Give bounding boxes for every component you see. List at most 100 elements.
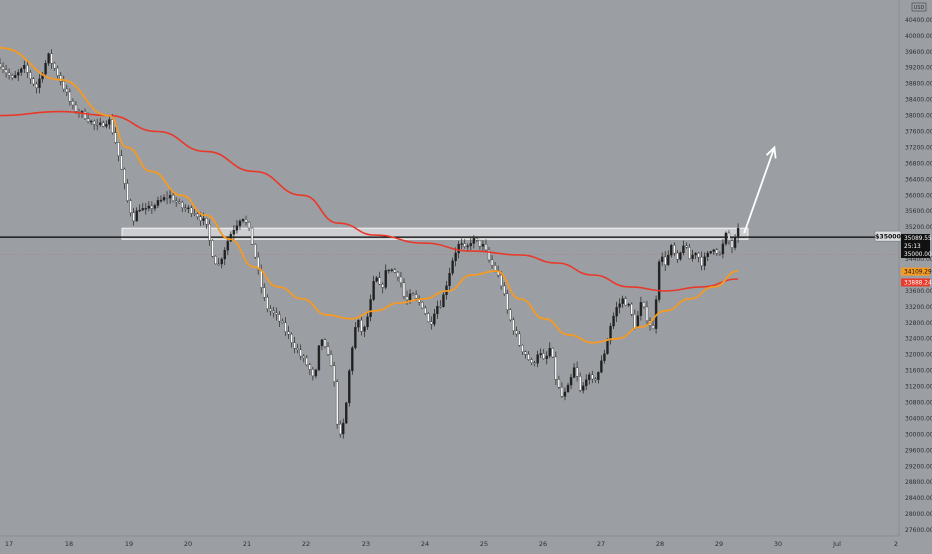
candle[interactable] xyxy=(174,197,178,207)
candle[interactable] xyxy=(524,350,527,359)
candle[interactable] xyxy=(47,52,50,66)
candle[interactable] xyxy=(670,243,673,258)
candle[interactable] xyxy=(56,65,59,79)
candle[interactable] xyxy=(323,338,327,349)
candle[interactable] xyxy=(417,295,421,306)
candle[interactable] xyxy=(193,208,196,217)
candle[interactable] xyxy=(281,318,284,324)
candle[interactable] xyxy=(673,242,676,257)
candle[interactable] xyxy=(442,291,445,308)
candle[interactable] xyxy=(150,201,154,214)
candle[interactable] xyxy=(627,302,630,308)
candle[interactable] xyxy=(411,292,415,296)
candle[interactable] xyxy=(53,61,56,71)
candle[interactable] xyxy=(178,198,181,204)
candle[interactable] xyxy=(299,344,302,360)
candle[interactable] xyxy=(335,379,339,429)
candle[interactable] xyxy=(44,60,47,76)
candle[interactable] xyxy=(338,420,342,438)
candle[interactable] xyxy=(624,296,627,306)
candle[interactable] xyxy=(59,72,62,86)
candle[interactable] xyxy=(372,275,375,302)
candle[interactable] xyxy=(23,60,26,73)
candle[interactable] xyxy=(363,325,366,338)
candle[interactable] xyxy=(575,361,579,382)
candle[interactable] xyxy=(685,242,688,249)
candle[interactable] xyxy=(730,237,734,254)
candle[interactable] xyxy=(651,320,655,330)
candle[interactable] xyxy=(65,84,69,97)
candle[interactable] xyxy=(387,269,390,274)
candle[interactable] xyxy=(588,372,591,385)
candle[interactable] xyxy=(503,282,506,297)
candle[interactable] xyxy=(533,361,536,367)
candle[interactable] xyxy=(609,323,612,345)
candle[interactable] xyxy=(305,355,308,367)
candle[interactable] xyxy=(618,298,621,314)
candle[interactable] xyxy=(135,207,138,222)
candle[interactable] xyxy=(241,218,245,224)
candle[interactable] xyxy=(603,349,606,364)
candle[interactable] xyxy=(68,88,72,106)
candle[interactable] xyxy=(621,295,624,308)
candle[interactable] xyxy=(208,219,211,247)
candle[interactable] xyxy=(184,204,187,212)
candle[interactable] xyxy=(20,67,23,76)
candle[interactable] xyxy=(211,239,214,258)
candle[interactable] xyxy=(284,317,287,337)
candle[interactable] xyxy=(256,252,260,275)
candle[interactable] xyxy=(393,267,397,274)
candle[interactable] xyxy=(29,69,32,84)
support-zone[interactable] xyxy=(121,227,749,240)
candle[interactable] xyxy=(518,331,521,347)
candle[interactable] xyxy=(581,382,585,394)
candle[interactable] xyxy=(26,59,29,79)
candle[interactable] xyxy=(263,283,266,302)
candle[interactable] xyxy=(664,251,667,271)
candle[interactable] xyxy=(436,300,439,319)
candle[interactable] xyxy=(472,235,476,249)
candle[interactable] xyxy=(402,278,406,300)
candle[interactable] xyxy=(314,368,318,379)
candle[interactable] xyxy=(181,200,184,213)
candle[interactable] xyxy=(712,248,716,255)
candle[interactable] xyxy=(269,305,272,316)
candle[interactable] xyxy=(530,357,533,366)
candle[interactable] xyxy=(244,215,248,226)
candle[interactable] xyxy=(38,74,41,94)
candle[interactable] xyxy=(460,238,463,250)
candle[interactable] xyxy=(667,250,670,267)
candle[interactable] xyxy=(229,231,233,243)
candle[interactable] xyxy=(566,382,570,393)
candle[interactable] xyxy=(165,191,169,205)
candle[interactable] xyxy=(506,289,509,314)
candle[interactable] xyxy=(381,282,384,294)
candle[interactable] xyxy=(351,345,354,375)
candle[interactable] xyxy=(345,401,348,424)
candle[interactable] xyxy=(332,361,336,387)
candle[interactable] xyxy=(168,189,172,204)
candle[interactable] xyxy=(99,117,102,127)
candle[interactable] xyxy=(475,237,479,243)
candle[interactable] xyxy=(153,203,157,212)
candle[interactable] xyxy=(642,301,646,309)
candle[interactable] xyxy=(645,300,649,325)
candle[interactable] xyxy=(217,257,220,266)
candle[interactable] xyxy=(542,349,545,361)
candle[interactable] xyxy=(308,362,312,376)
candle[interactable] xyxy=(235,220,239,234)
candle[interactable] xyxy=(250,227,254,246)
candle[interactable] xyxy=(639,296,643,321)
candle[interactable] xyxy=(360,315,363,336)
candle[interactable] xyxy=(688,243,691,260)
candle[interactable] xyxy=(293,336,296,354)
candle[interactable] xyxy=(378,271,381,286)
candle[interactable] xyxy=(159,195,163,203)
candle[interactable] xyxy=(311,366,315,381)
candle[interactable] xyxy=(560,382,564,399)
candle[interactable] xyxy=(320,339,324,351)
candle[interactable] xyxy=(536,350,539,368)
candle[interactable] xyxy=(126,179,129,203)
candle[interactable] xyxy=(569,373,573,390)
candle[interactable] xyxy=(554,351,558,385)
